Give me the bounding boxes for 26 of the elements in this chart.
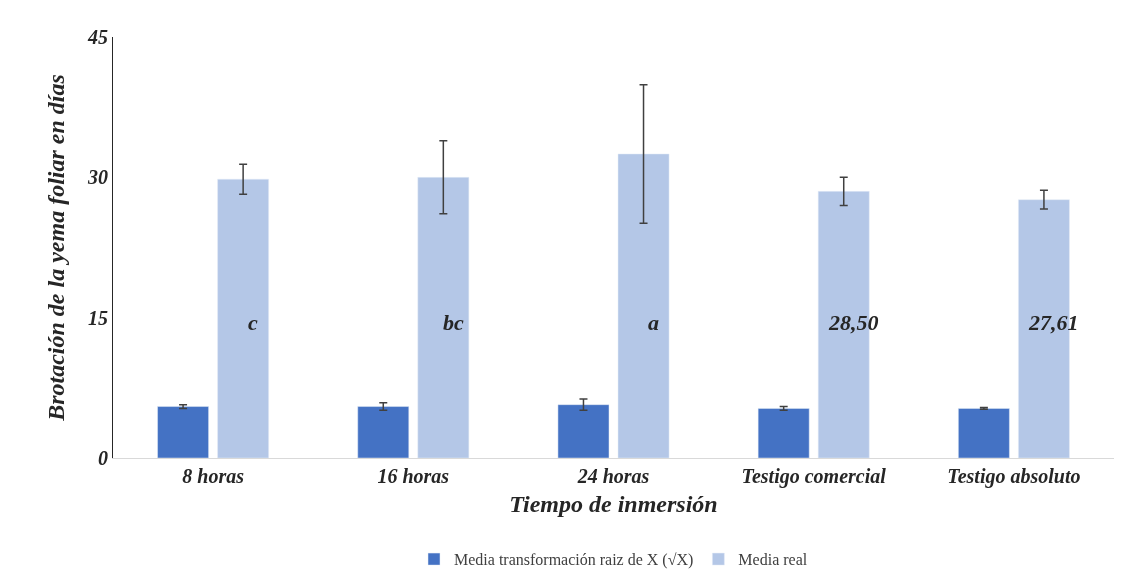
y-tick-label: 0: [98, 447, 108, 469]
y-tick-label: 45: [87, 26, 108, 48]
x-tick-label: 16 horas: [377, 465, 450, 487]
y-tick-label: 30: [87, 166, 108, 189]
bar: [617, 153, 670, 458]
bar: [357, 406, 410, 458]
bar: [157, 406, 209, 458]
bar: [958, 408, 1010, 458]
x-tick-label: Testigo absoluto: [947, 465, 1081, 488]
annotation: 28,50: [828, 310, 879, 335]
annotation: bc: [443, 310, 464, 335]
x-axis-title: Tiempo de inmersión: [509, 491, 718, 518]
annotation: c: [248, 310, 258, 335]
bar: [557, 404, 610, 458]
annotation: a: [648, 310, 659, 335]
bar: [757, 408, 810, 458]
y-tick-label: 15: [88, 306, 108, 329]
x-tick-label: Testigo comercial: [741, 465, 887, 488]
bar: [217, 178, 269, 458]
bar: [417, 177, 470, 458]
legend-label: Media real: [738, 551, 808, 569]
x-tick-label: 8 horas: [182, 465, 245, 487]
annotation: 27,61: [1028, 310, 1079, 335]
x-tick-label: 24 horas: [576, 465, 650, 487]
legend-label: Media transformación raiz de X (√X): [454, 551, 694, 570]
y-axis-title: Brotación de la yema foliar en días: [43, 74, 70, 422]
